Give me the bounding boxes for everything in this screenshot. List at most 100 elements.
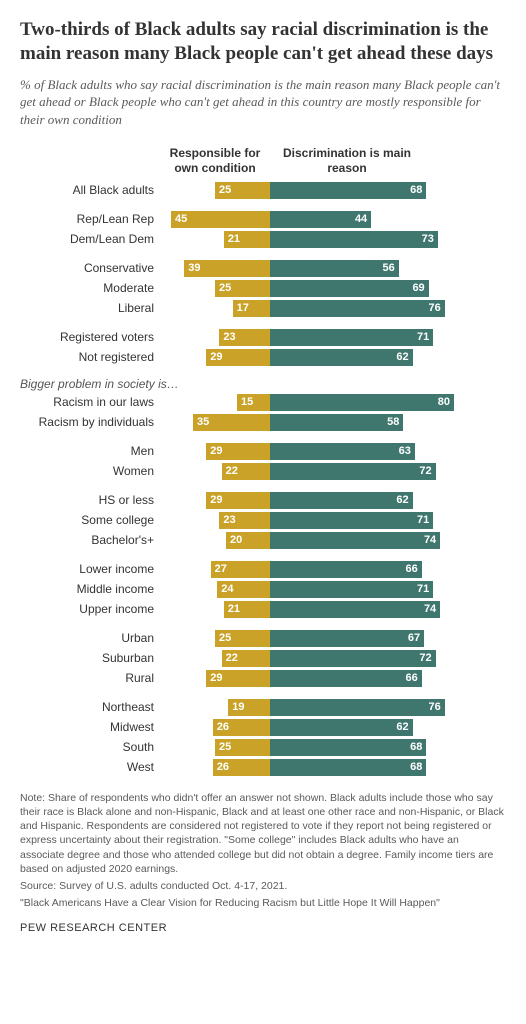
chart-note: Note: Share of respondents who didn't of… xyxy=(20,791,506,876)
row-bars: 2567 xyxy=(160,630,506,647)
chart-row: Women2272 xyxy=(20,462,506,481)
bar-right: 63 xyxy=(270,443,415,460)
row-bars: 2174 xyxy=(160,601,506,618)
row-label: Bachelor's+ xyxy=(20,533,160,547)
bar-right: 62 xyxy=(270,719,413,736)
row-bars: 2662 xyxy=(160,719,506,736)
bar-right: 68 xyxy=(270,739,426,756)
bar-left: 26 xyxy=(213,719,270,736)
bar-left-area: 24 xyxy=(160,581,270,598)
bar-left: 23 xyxy=(219,512,270,529)
bar-right: 68 xyxy=(270,759,426,776)
chart-row: Bachelor's+2074 xyxy=(20,531,506,550)
row-label: Rural xyxy=(20,671,160,685)
chart-source: Source: Survey of U.S. adults conducted … xyxy=(20,879,506,893)
bar-right: 56 xyxy=(270,260,399,277)
bar-left: 25 xyxy=(215,280,270,297)
bar-right-area: 71 xyxy=(270,581,500,598)
bar-right-area: 66 xyxy=(270,670,500,687)
chart-group: Rep/Lean Rep4544 Dem/Lean Dem2173 xyxy=(20,210,506,249)
group-label: Bigger problem in society is… xyxy=(20,377,506,391)
column-headers: Responsible for own condition Discrimina… xyxy=(20,146,506,175)
bar-right-area: 66 xyxy=(270,561,500,578)
bar-left-area: 39 xyxy=(160,260,270,277)
chart-row: All Black adults2568 xyxy=(20,181,506,200)
bar-left: 25 xyxy=(215,630,270,647)
row-label: Rep/Lean Rep xyxy=(20,212,160,226)
header-left: Responsible for own condition xyxy=(160,146,270,175)
header-spacer xyxy=(20,146,160,175)
bar-right-area: 68 xyxy=(270,182,500,199)
bar-right-area: 74 xyxy=(270,532,500,549)
row-label: Moderate xyxy=(20,281,160,295)
bar-left-area: 29 xyxy=(160,349,270,366)
bar-left: 27 xyxy=(211,561,270,578)
bar-left-area: 25 xyxy=(160,630,270,647)
row-bars: 3558 xyxy=(160,414,506,431)
bar-right-area: 76 xyxy=(270,300,500,317)
row-bars: 2371 xyxy=(160,329,506,346)
row-bars: 2272 xyxy=(160,463,506,480)
row-label: Upper income xyxy=(20,602,160,616)
row-label: Racism by individuals xyxy=(20,415,160,429)
bar-right: 74 xyxy=(270,532,440,549)
bar-right-area: 72 xyxy=(270,463,500,480)
bar-right: 44 xyxy=(270,211,371,228)
chart-row: Dem/Lean Dem2173 xyxy=(20,230,506,249)
row-bars: 2568 xyxy=(160,182,506,199)
row-bars: 2569 xyxy=(160,280,506,297)
chart-group: Conservative3956 Moderate2569 Liberal1776 xyxy=(20,259,506,318)
row-label: Suburban xyxy=(20,651,160,665)
row-label: All Black adults xyxy=(20,183,160,197)
bar-left-area: 29 xyxy=(160,492,270,509)
chart-group: All Black adults2568 xyxy=(20,181,506,200)
bar-left: 35 xyxy=(193,414,270,431)
row-label: Conservative xyxy=(20,261,160,275)
bar-right: 71 xyxy=(270,581,433,598)
bar-left-area: 25 xyxy=(160,182,270,199)
row-label: Lower income xyxy=(20,562,160,576)
bar-left-area: 35 xyxy=(160,414,270,431)
bar-right-area: 73 xyxy=(270,231,500,248)
chart-row: Upper income2174 xyxy=(20,600,506,619)
bar-left-area: 25 xyxy=(160,280,270,297)
row-label: Some college xyxy=(20,513,160,527)
chart-row: Liberal1776 xyxy=(20,299,506,318)
chart-row: Urban2567 xyxy=(20,629,506,648)
bar-right: 67 xyxy=(270,630,424,647)
bar-right-area: 71 xyxy=(270,329,500,346)
chart-row: Northeast1976 xyxy=(20,698,506,717)
bar-left-area: 26 xyxy=(160,759,270,776)
row-label: HS or less xyxy=(20,493,160,507)
chart-row: Midwest2662 xyxy=(20,718,506,737)
bar-right: 58 xyxy=(270,414,403,431)
chart-row: Registered voters2371 xyxy=(20,328,506,347)
bar-left-area: 29 xyxy=(160,670,270,687)
bar-right-area: 62 xyxy=(270,349,500,366)
row-bars: 2471 xyxy=(160,581,506,598)
bar-left: 29 xyxy=(206,492,270,509)
row-bars: 2766 xyxy=(160,561,506,578)
bar-left-area: 23 xyxy=(160,512,270,529)
row-label: Midwest xyxy=(20,720,160,734)
row-label: Not registered xyxy=(20,350,160,364)
bar-left-area: 17 xyxy=(160,300,270,317)
row-bars: 1580 xyxy=(160,394,506,411)
chart-row: Conservative3956 xyxy=(20,259,506,278)
bar-right-area: 44 xyxy=(270,211,500,228)
bar-left-area: 15 xyxy=(160,394,270,411)
row-bars: 2668 xyxy=(160,759,506,776)
bar-left: 23 xyxy=(219,329,270,346)
bar-right: 62 xyxy=(270,492,413,509)
bar-left-area: 45 xyxy=(160,211,270,228)
chart-row: Racism in our laws1580 xyxy=(20,393,506,412)
row-bars: 2966 xyxy=(160,670,506,687)
row-bars: 2962 xyxy=(160,349,506,366)
bar-right-area: 67 xyxy=(270,630,500,647)
bar-left: 22 xyxy=(222,463,270,480)
header-right: Discrimination is main reason xyxy=(270,146,420,175)
bar-right-area: 62 xyxy=(270,492,500,509)
bar-right-area: 74 xyxy=(270,601,500,618)
bar-left: 19 xyxy=(228,699,270,716)
bar-left: 21 xyxy=(224,231,270,248)
